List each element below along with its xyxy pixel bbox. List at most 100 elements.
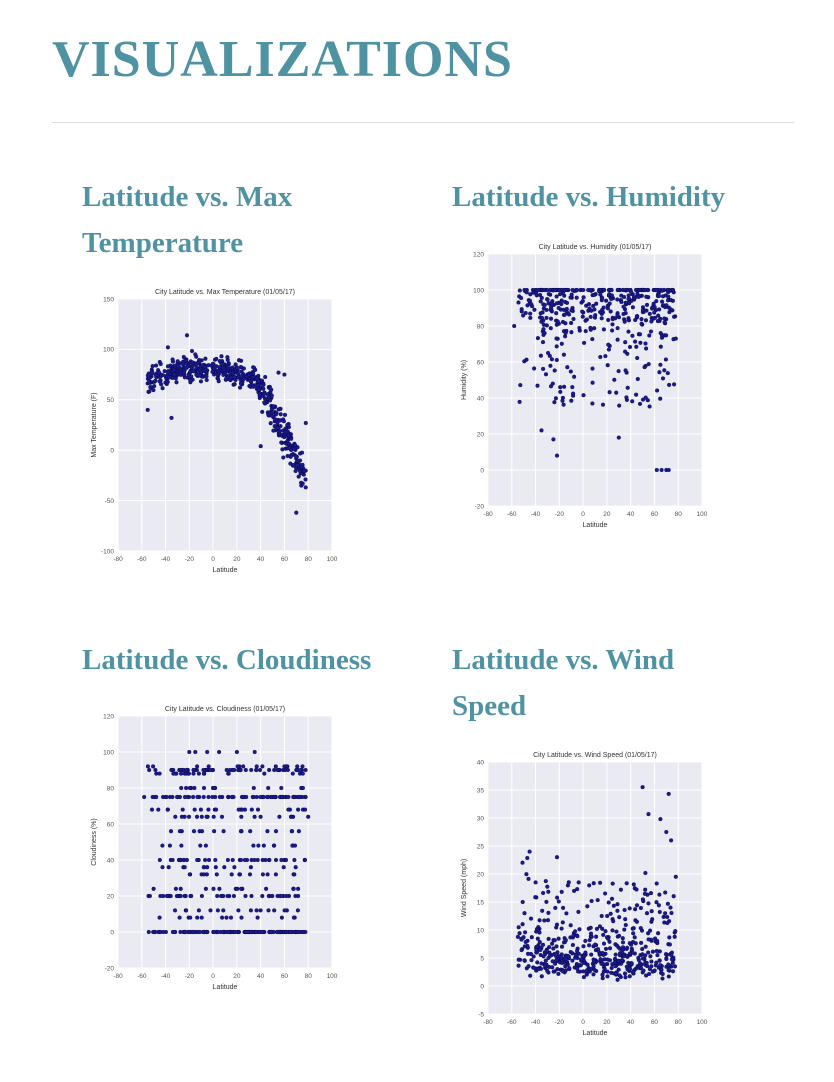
data-point (252, 814, 257, 819)
data-point (633, 317, 638, 323)
data-point (657, 958, 662, 963)
data-point (300, 771, 305, 776)
data-point (585, 904, 590, 909)
x-tick-label: 20 (603, 511, 611, 518)
data-point (151, 886, 156, 891)
data-point (567, 966, 572, 971)
data-point (573, 929, 578, 934)
data-point (615, 908, 620, 913)
data-point (625, 385, 630, 390)
data-point (188, 915, 193, 920)
data-point (300, 462, 305, 467)
data-point (300, 764, 305, 769)
data-point (671, 894, 676, 899)
data-point (219, 814, 225, 819)
data-point (261, 843, 266, 848)
data-point (204, 377, 209, 383)
data-point (271, 428, 276, 433)
data-point (619, 950, 624, 955)
data-point (152, 384, 157, 389)
data-point (606, 900, 611, 905)
data-point (634, 392, 639, 397)
data-point (598, 292, 603, 297)
x-tick-label: -20 (555, 511, 565, 518)
data-point (289, 829, 295, 834)
data-point (231, 893, 236, 899)
data-point (563, 334, 568, 339)
data-point (205, 749, 210, 755)
data-point (170, 357, 175, 362)
data-point (250, 375, 255, 380)
heading-line-2: Temperature (82, 227, 244, 259)
data-point (656, 903, 661, 908)
data-point (600, 950, 605, 956)
data-point (539, 961, 544, 966)
x-tick-label: -40 (161, 556, 171, 563)
data-point (537, 918, 542, 923)
data-point (646, 901, 651, 906)
data-point (610, 328, 615, 333)
data-point (565, 365, 570, 370)
data-point (608, 309, 613, 314)
data-point (602, 966, 607, 971)
data-point (629, 946, 634, 951)
data-point (257, 767, 263, 773)
data-point (667, 942, 672, 947)
data-point (643, 395, 648, 400)
data-point (539, 428, 544, 433)
heading-line-2: Speed (452, 690, 527, 722)
data-point (637, 961, 643, 966)
data-point (267, 767, 272, 773)
data-point (187, 872, 192, 877)
data-point (589, 898, 594, 904)
data-point (199, 915, 204, 920)
data-point (619, 299, 624, 305)
data-point (652, 315, 658, 320)
x-tick-label: 0 (581, 1019, 585, 1026)
data-point (581, 969, 586, 974)
data-point (638, 905, 643, 911)
x-tick-label: 40 (627, 511, 635, 518)
data-point (213, 865, 218, 870)
data-point (661, 914, 666, 919)
data-point (285, 767, 290, 773)
data-point (616, 287, 621, 293)
data-point (210, 361, 215, 366)
data-point (617, 933, 622, 938)
data-point (282, 764, 287, 769)
data-point (669, 838, 674, 843)
data-point (574, 287, 580, 293)
data-point (535, 936, 540, 941)
data-point (605, 974, 610, 979)
data-point (605, 913, 610, 919)
data-point (613, 956, 618, 961)
x-tick-label: 80 (675, 511, 683, 518)
data-point (544, 948, 549, 954)
data-point (538, 947, 543, 953)
data-point (615, 902, 620, 907)
data-point (255, 915, 260, 920)
data-point (540, 942, 546, 947)
data-point (230, 371, 236, 376)
data-point (609, 296, 614, 302)
data-point (609, 896, 615, 901)
data-point (652, 968, 657, 973)
data-point (530, 304, 535, 309)
data-point (536, 287, 541, 293)
data-point (667, 382, 672, 387)
data-point (564, 911, 569, 916)
data-point (552, 400, 557, 405)
data-point (208, 908, 213, 913)
data-point (665, 298, 671, 303)
data-point (546, 910, 551, 915)
data-point (158, 361, 163, 367)
data-point (215, 929, 220, 935)
data-point (643, 870, 648, 876)
data-point (627, 951, 632, 956)
data-point (277, 418, 282, 423)
data-point (638, 340, 643, 345)
data-point (545, 918, 551, 923)
y-tick-label: 100 (103, 749, 114, 756)
data-point (640, 897, 645, 902)
x-tick-label: -60 (507, 1019, 517, 1026)
